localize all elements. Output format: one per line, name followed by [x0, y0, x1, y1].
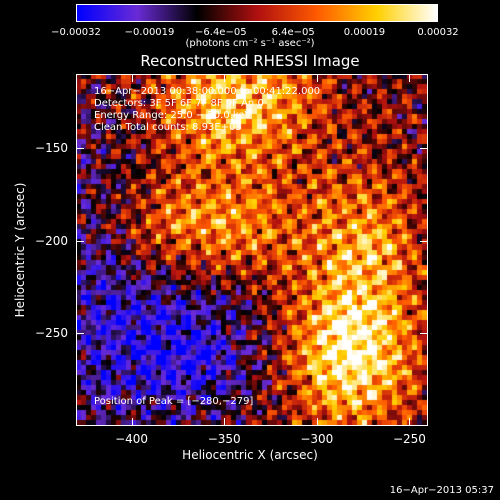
detectors-annotation: Detectors: 3F 5F 6F 7F 8F 9F An 0: [94, 98, 264, 109]
x-tick-label: −250: [392, 432, 426, 446]
colorbar-tick-label: 6.4e−05: [271, 27, 315, 38]
colorbar-tick-label: −0.00019: [124, 27, 175, 38]
x-tick-mark: [316, 418, 318, 426]
colorbar-units: (photons cm⁻² s⁻¹ asec⁻²): [185, 38, 315, 49]
y-tick-label: −250: [35, 326, 68, 341]
x-tick-mark: [316, 74, 318, 82]
time-range-annotation: 16−Apr−2013 00:38:00.000 to 00:41:22.000: [94, 86, 321, 97]
y-tick-mark: [420, 240, 428, 242]
y-tick-mark: [420, 148, 428, 150]
x-tick-label: −300: [300, 432, 334, 446]
y-tick-mark: [76, 148, 84, 150]
colorbar-tick-label: −6.4e−05: [195, 27, 247, 38]
colorbar: [76, 4, 438, 22]
heatmap-image: [76, 74, 428, 426]
clean-counts-annotation: Clean Total counts: 8.93E+03: [94, 122, 242, 133]
x-tick-mark: [131, 418, 133, 426]
x-tick-mark: [224, 74, 226, 82]
timestamp: 16−Apr−2013 05:37: [389, 485, 494, 496]
colorbar-tick-label: 0.00019: [343, 27, 386, 38]
x-tick-mark: [409, 74, 411, 82]
colorbar-tick-label: −0.00032: [51, 27, 101, 38]
chart-title: Reconstructed RHESSI Image: [140, 52, 360, 70]
x-axis-label: Heliocentric X (arcsec): [182, 448, 318, 462]
y-tick-mark: [420, 333, 428, 335]
y-tick-label: −200: [35, 233, 68, 248]
y-tick-label: −150: [35, 141, 68, 156]
x-tick-mark: [409, 418, 411, 426]
y-axis-label: Heliocentric Y (arcsec): [13, 182, 27, 318]
x-tick-mark: [224, 418, 226, 426]
y-tick-mark: [76, 333, 84, 335]
peak-position-annotation: Position of Peak = [−280,−279]: [94, 396, 254, 407]
x-tick-label: −350: [207, 432, 241, 446]
x-tick-mark: [131, 74, 133, 82]
x-tick-label: −400: [115, 432, 149, 446]
colorbar-tick-label: 0.00032: [417, 27, 459, 38]
y-tick-mark: [76, 240, 84, 242]
energy-range-annotation: Energy Range: 25.0 − 50.0 keV: [94, 110, 252, 121]
